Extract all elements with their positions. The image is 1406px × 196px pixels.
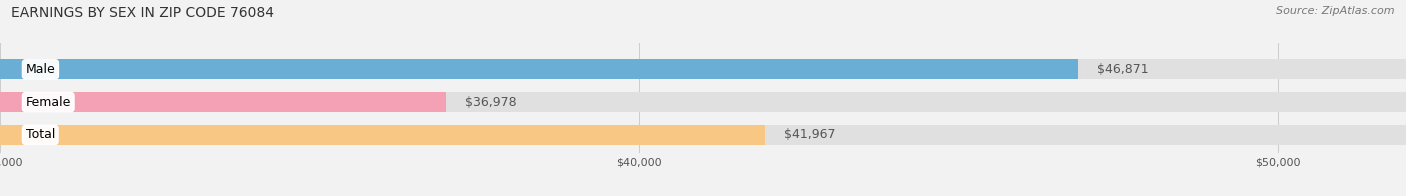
Text: Male: Male: [25, 63, 55, 76]
Bar: [0, 125, 765, 145]
Text: Female: Female: [25, 96, 70, 109]
Text: $36,978: $36,978: [465, 96, 517, 109]
Bar: [0, 92, 1406, 112]
Text: Total: Total: [25, 128, 55, 141]
Text: $41,967: $41,967: [785, 128, 835, 141]
Bar: [0, 59, 1078, 80]
Text: Source: ZipAtlas.com: Source: ZipAtlas.com: [1277, 6, 1395, 16]
Bar: [0, 59, 1406, 80]
Text: EARNINGS BY SEX IN ZIP CODE 76084: EARNINGS BY SEX IN ZIP CODE 76084: [11, 6, 274, 20]
Text: $46,871: $46,871: [1097, 63, 1149, 76]
Bar: [0, 92, 446, 112]
Bar: [0, 125, 1406, 145]
